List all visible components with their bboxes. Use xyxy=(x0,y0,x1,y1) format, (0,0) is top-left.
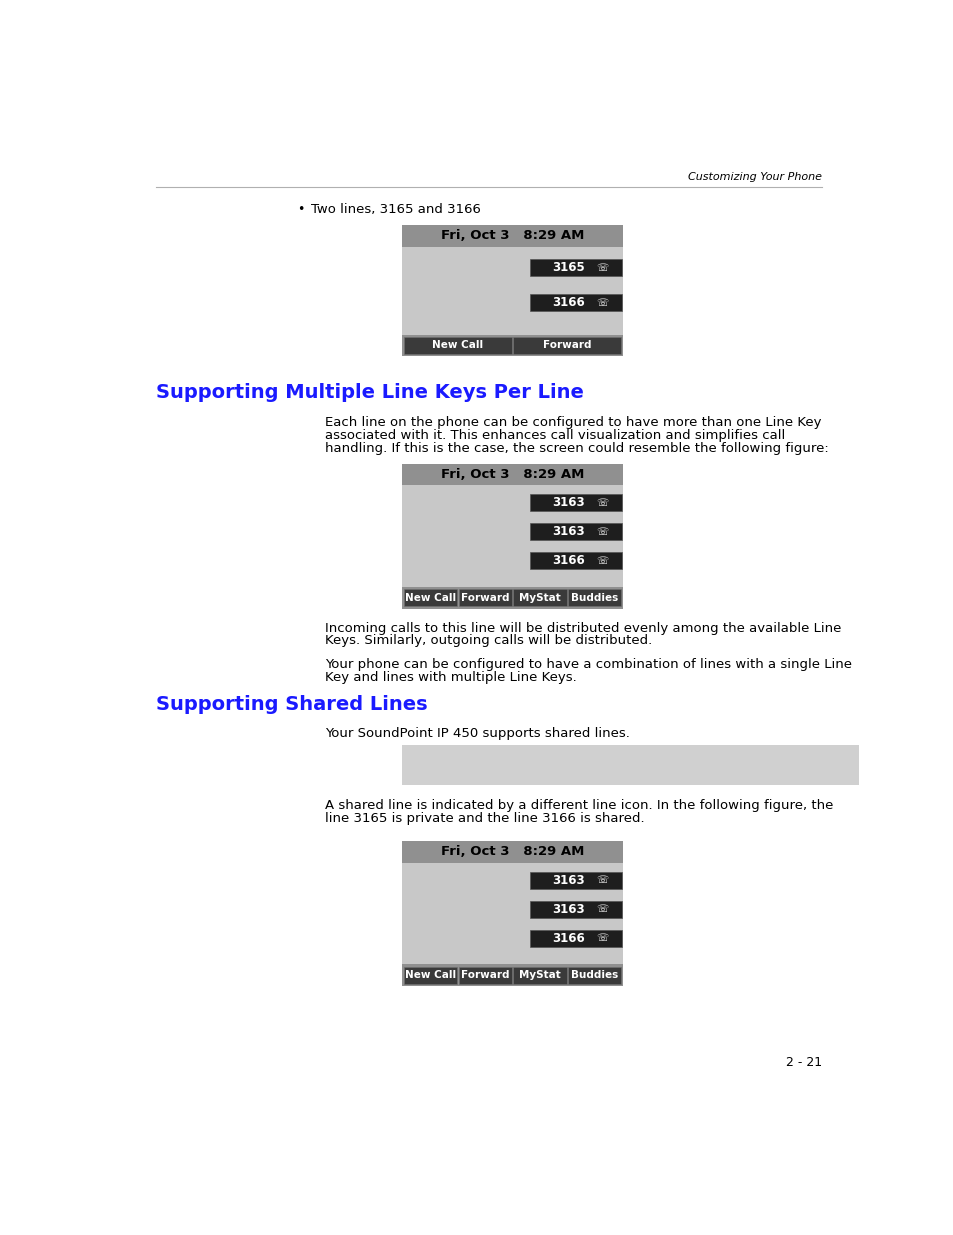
Text: New Call: New Call xyxy=(432,341,483,351)
Text: New Call: New Call xyxy=(404,593,456,603)
Text: ☏: ☏ xyxy=(596,498,607,508)
Bar xyxy=(403,337,511,353)
Bar xyxy=(402,485,622,587)
Text: 3166: 3166 xyxy=(552,555,584,567)
Text: Customizing Your Phone: Customizing Your Phone xyxy=(687,173,821,183)
Bar xyxy=(530,494,621,511)
Text: MyStat: MyStat xyxy=(518,971,560,981)
Bar xyxy=(568,967,620,983)
Text: ☏: ☏ xyxy=(596,934,607,944)
Bar xyxy=(402,464,622,609)
Text: ☏: ☏ xyxy=(596,527,607,537)
Bar xyxy=(513,967,566,983)
Text: Buddies: Buddies xyxy=(571,593,618,603)
Text: ☏: ☏ xyxy=(596,904,607,914)
Text: Forward: Forward xyxy=(542,341,591,351)
Text: Fri, Oct 3   8:29 AM: Fri, Oct 3 8:29 AM xyxy=(440,230,583,242)
Text: handling. If this is the case, the screen could resemble the following figure:: handling. If this is the case, the scree… xyxy=(324,442,827,454)
Bar xyxy=(402,965,622,986)
Bar xyxy=(402,247,622,335)
Bar xyxy=(530,930,621,947)
Text: Supporting Shared Lines: Supporting Shared Lines xyxy=(155,695,427,714)
Text: 3166: 3166 xyxy=(552,931,584,945)
Bar xyxy=(402,225,622,247)
Text: Your SoundPoint IP 450 supports shared lines.: Your SoundPoint IP 450 supports shared l… xyxy=(324,727,629,740)
Bar xyxy=(530,259,621,277)
Text: 3166: 3166 xyxy=(552,296,584,310)
Text: 3163: 3163 xyxy=(552,903,584,915)
Bar xyxy=(402,464,622,485)
Bar xyxy=(402,745,874,785)
Text: ☏: ☏ xyxy=(596,263,607,273)
Bar xyxy=(530,294,621,311)
Bar xyxy=(402,841,622,863)
Bar xyxy=(402,863,622,965)
Bar xyxy=(513,337,620,353)
Text: New Call: New Call xyxy=(404,971,456,981)
Text: Fri, Oct 3   8:29 AM: Fri, Oct 3 8:29 AM xyxy=(440,468,583,482)
Bar xyxy=(530,552,621,569)
Text: Two lines, 3165 and 3166: Two lines, 3165 and 3166 xyxy=(311,204,481,216)
Text: MyStat: MyStat xyxy=(518,593,560,603)
Bar xyxy=(403,967,456,983)
Bar xyxy=(403,589,456,606)
Bar xyxy=(513,589,566,606)
Bar xyxy=(458,967,511,983)
Bar xyxy=(530,900,621,918)
Text: Key and lines with multiple Line Keys.: Key and lines with multiple Line Keys. xyxy=(324,671,576,684)
Bar xyxy=(568,589,620,606)
Text: line 3165 is private and the line 3166 is shared.: line 3165 is private and the line 3166 i… xyxy=(324,811,643,825)
Text: associated with it. This enhances call visualization and simplifies call: associated with it. This enhances call v… xyxy=(324,429,784,442)
Text: ☏: ☏ xyxy=(596,556,607,566)
Text: ☏: ☏ xyxy=(596,298,607,308)
Text: Buddies: Buddies xyxy=(571,971,618,981)
Text: 2 - 21: 2 - 21 xyxy=(785,1056,821,1070)
Bar xyxy=(458,589,511,606)
Text: Forward: Forward xyxy=(460,593,509,603)
Bar xyxy=(402,587,622,609)
Bar xyxy=(402,841,622,986)
Text: 3163: 3163 xyxy=(552,525,584,538)
Text: 3163: 3163 xyxy=(552,873,584,887)
Text: Incoming calls to this line will be distributed evenly among the available Line: Incoming calls to this line will be dist… xyxy=(324,621,841,635)
Text: A shared line is indicated by a different line icon. In the following figure, th: A shared line is indicated by a differen… xyxy=(324,799,832,811)
Text: ☏: ☏ xyxy=(596,876,607,885)
Text: Forward: Forward xyxy=(460,971,509,981)
Bar xyxy=(530,872,621,889)
Text: Keys. Similarly, outgoing calls will be distributed.: Keys. Similarly, outgoing calls will be … xyxy=(324,635,651,647)
Text: Supporting Multiple Line Keys Per Line: Supporting Multiple Line Keys Per Line xyxy=(155,383,583,403)
Bar xyxy=(402,225,622,356)
Bar xyxy=(530,524,621,541)
Text: Each line on the phone can be configured to have more than one Line Key: Each line on the phone can be configured… xyxy=(324,416,821,429)
Text: Fri, Oct 3   8:29 AM: Fri, Oct 3 8:29 AM xyxy=(440,846,583,858)
Text: 3163: 3163 xyxy=(552,496,584,509)
Text: •: • xyxy=(297,204,305,216)
Bar xyxy=(402,335,622,356)
Text: 3165: 3165 xyxy=(552,262,584,274)
Text: Your phone can be configured to have a combination of lines with a single Line: Your phone can be configured to have a c… xyxy=(324,658,851,671)
